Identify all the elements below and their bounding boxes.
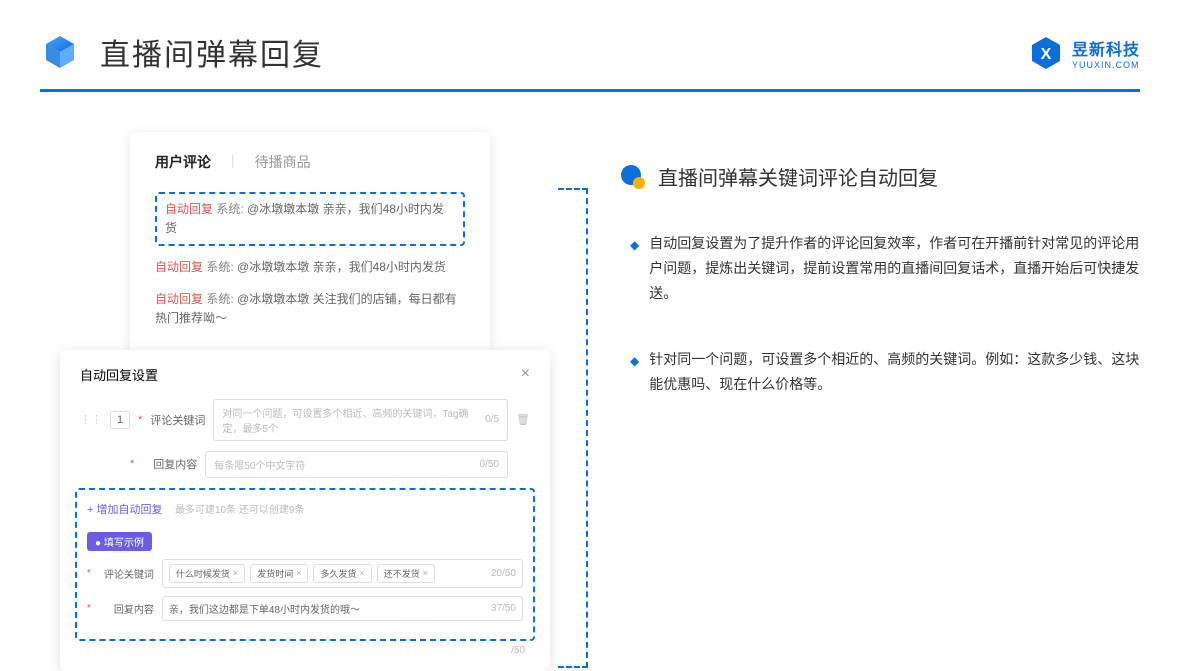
tab-products[interactable]: 待播商品 (255, 152, 311, 172)
connector-line (558, 666, 588, 668)
settings-card: 自动回复设置 × ⋮⋮ 1 * 评论关键词 对同一个问题，可设置多个相近、高频的… (60, 350, 550, 671)
bullet-item: ◆ 针对同一个问题，可设置多个相近的、高频的关键词。例如：这款多少钱、这块能优惠… (630, 347, 1140, 397)
comment-item: 自动回复 系统: @冰墩墩本墩 亲亲，我们48小时内发货 (155, 258, 465, 277)
page-title: 直播间弹幕回复 (100, 30, 324, 74)
bullet-item: ◆ 自动回复设置为了提升作者的评论回复效率，作者可在开播前针对常见的评论用户问题… (630, 231, 1140, 307)
comments-card: 用户评论 | 待播商品 自动回复 系统: @冰墩墩本墩 亲亲，我们48小时内发货… (130, 132, 490, 360)
add-rule-link[interactable]: + 增加自动回复 (87, 504, 162, 516)
comment-item: 自动回复 系统: @冰墩墩本墩 关注我们的店铺，每日都有热门推荐呦～ (155, 290, 465, 328)
drag-icon[interactable]: ⋮⋮ (80, 413, 102, 426)
example-section: + 增加自动回复 最多可建10条 还可以创建9条 ● 填写示例 * 评论关键词 … (75, 488, 535, 641)
settings-title: 自动回复设置 (80, 365, 158, 384)
example-keyword-input[interactable]: 什么时候发货× 发货时间× 多久发货× 还不发货× 20/50 (162, 559, 523, 588)
connector-line (558, 188, 588, 190)
section-title: 直播间弹幕关键词评论自动回复 (658, 162, 938, 191)
logo-text-cn: 昱新科技 (1072, 36, 1140, 60)
connector-line (586, 188, 588, 668)
delete-icon[interactable]: 🗑 (516, 413, 530, 426)
close-icon[interactable]: × (521, 365, 530, 383)
svg-text:X: X (1041, 46, 1052, 63)
rule-number: 1 (110, 411, 130, 429)
example-content-input[interactable]: 亲，我们这边都是下单48小时内发货的哦～ 37/50 (162, 596, 523, 621)
logo-icon: X (1028, 35, 1064, 71)
tab-comments[interactable]: 用户评论 (155, 152, 211, 172)
example-badge: ● 填写示例 (87, 532, 152, 551)
content-input[interactable]: 每条限50个中文字符 0/50 (205, 451, 508, 478)
logo: X 昱新科技 YUUXIN.COM (1028, 35, 1140, 71)
logo-text-en: YUUXIN.COM (1072, 60, 1140, 70)
highlighted-comment: 自动回复 系统: @冰墩墩本墩 亲亲，我们48小时内发货 (155, 192, 465, 246)
bubble-icon (620, 164, 646, 190)
cube-icon (40, 32, 80, 72)
keyword-input[interactable]: 对同一个问题，可设置多个相近、高频的关键词，Tag确定，最多5个 0/5 (213, 399, 508, 441)
